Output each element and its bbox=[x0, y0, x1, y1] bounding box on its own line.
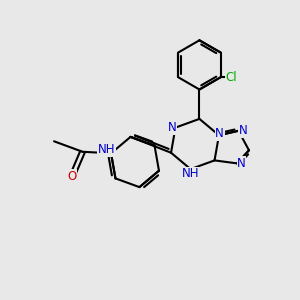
Text: N: N bbox=[215, 127, 224, 140]
Text: Cl: Cl bbox=[225, 71, 237, 84]
Text: N: N bbox=[168, 121, 177, 134]
Text: N: N bbox=[237, 157, 246, 170]
Text: NH: NH bbox=[98, 143, 115, 156]
Text: N: N bbox=[238, 124, 247, 137]
Text: NH: NH bbox=[182, 167, 199, 180]
Text: O: O bbox=[68, 170, 77, 183]
